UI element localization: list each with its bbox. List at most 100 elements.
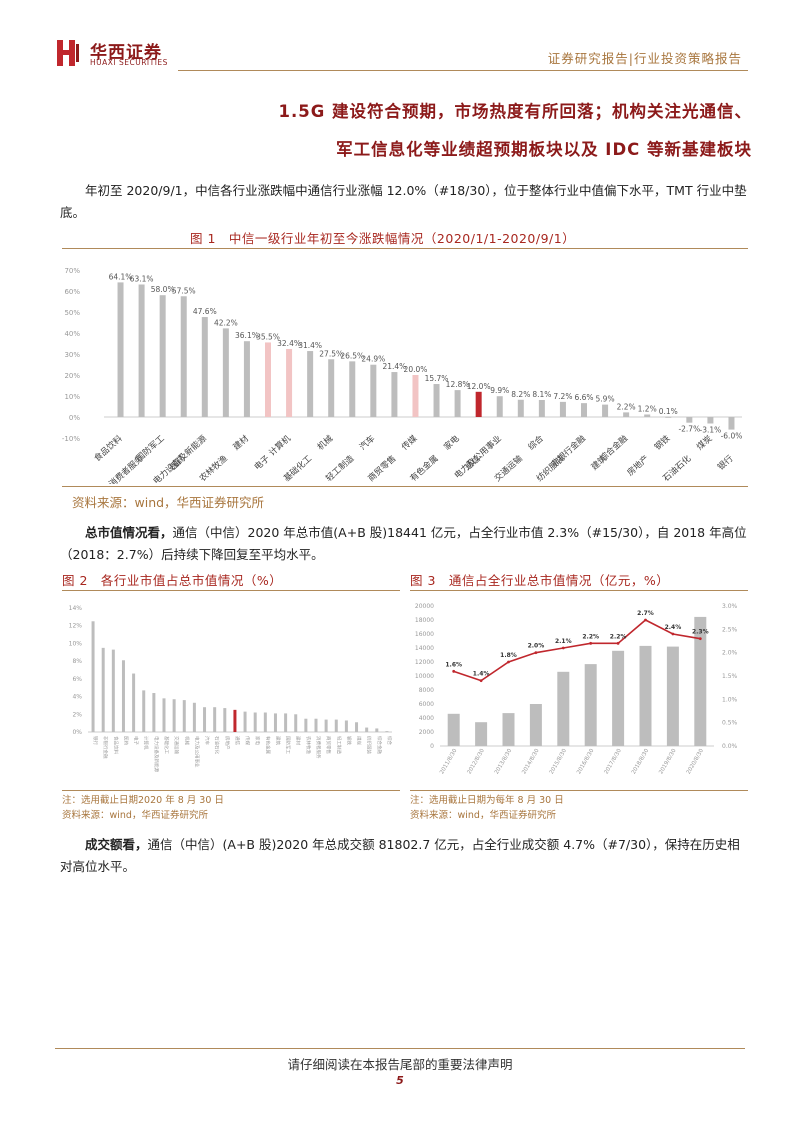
paragraph-lead: 成交额看， [85, 837, 148, 852]
category-label: 国防军工 [134, 433, 167, 464]
category-label: 电子 [252, 453, 272, 473]
y-tick-label: 10% [64, 393, 80, 401]
left-y-tick-label: 14000 [415, 645, 434, 652]
bar [581, 403, 587, 417]
y-tick-label: 12% [69, 623, 83, 630]
y-tick-label: 10% [69, 640, 83, 647]
right-y-tick-label: 1.0% [722, 696, 738, 703]
category-label: 2015/8/30 [549, 748, 569, 776]
bar-value-label: 1.2% [638, 404, 657, 413]
bar [203, 707, 207, 732]
line-value-label: 2.3% [692, 629, 709, 636]
line-value-label: 2.4% [665, 624, 682, 631]
bar [355, 722, 359, 732]
category-label: 食品饮料 [92, 433, 125, 464]
y-tick-label: 40% [64, 330, 80, 338]
bar-value-label: 21.4% [382, 362, 406, 371]
bar-value-label: 12.0% [467, 382, 491, 391]
bar [365, 727, 369, 732]
bar [334, 719, 338, 732]
bar [391, 372, 398, 417]
category-label: 综合 [526, 433, 546, 453]
bar [623, 412, 630, 417]
line-value-label: 2.2% [610, 633, 627, 640]
section-title-line1: 1.5G 建设符合预期，市场热度有所回落；机构关注光通信、 [278, 102, 752, 121]
category-label: 钢铁 [345, 736, 352, 745]
bar [666, 646, 679, 746]
bar-value-label: 8.1% [532, 390, 551, 399]
category-label: 传媒 [399, 433, 419, 453]
bar [475, 722, 488, 746]
figure1-caption: 图 1 中信一级行业年初至今涨跌幅情况（2020/1/1-2020/9/1） [190, 231, 576, 246]
right-y-tick-label: 0.5% [722, 720, 738, 727]
line-value-label: 1.8% [500, 652, 517, 659]
bar [665, 416, 672, 418]
bar [192, 702, 196, 732]
bar-value-label: 26.5% [340, 351, 364, 360]
market-cap-share-chart: 14% 12% 10% 8% 6% 4% 2% 0% 银行 非银行金融 食品饮料 医药 电子 计算机 电力设… [69, 605, 393, 772]
line-value-label: 2.7% [637, 610, 654, 617]
bar [370, 364, 377, 417]
bar [233, 709, 237, 732]
bar-value-label: 58.0% [151, 285, 175, 294]
logo-text-cn: 华西证券 [90, 43, 162, 63]
bar [496, 396, 503, 417]
category-label: 2016/8/30 [576, 748, 596, 776]
bar-value-label: 47.6% [193, 307, 217, 316]
left-y-tick-label: 16000 [415, 631, 434, 638]
bar [412, 375, 419, 417]
category-label: 房地产 [625, 453, 651, 478]
bar-value-label: 27.5% [319, 349, 343, 358]
bar [138, 284, 145, 417]
figure2-bottom-rule [62, 790, 400, 791]
bar [213, 707, 217, 732]
bar [132, 673, 136, 732]
bar [117, 282, 124, 417]
category-label: 银行 [715, 453, 735, 473]
left-y-tick-label: 2000 [419, 729, 434, 736]
report-type: 证券研究报告|行业投资策略报告 [547, 51, 742, 66]
bar [433, 384, 440, 417]
category-label: 计算机 [143, 736, 150, 750]
bar [557, 671, 570, 746]
section-title-line2: 军工信息化等业绩超预期板块以及 IDC 等新基建板块 [336, 140, 752, 159]
bar [142, 690, 146, 732]
bar [304, 718, 308, 732]
category-label: 钢铁 [652, 433, 672, 453]
category-label: 2014/8/30 [521, 748, 541, 776]
bar [243, 711, 247, 732]
line-point [671, 632, 675, 636]
category-label: 汽车 [357, 433, 377, 453]
bar [286, 348, 293, 417]
figure1-top-rule [62, 248, 748, 249]
bar [111, 649, 115, 732]
line-value-label: 2.2% [582, 633, 599, 640]
bar [159, 295, 166, 417]
category-label: 通信 [234, 736, 241, 745]
bar [172, 699, 176, 732]
huaxi-logo-mark-icon [57, 40, 79, 66]
left-y-tick-label: 10000 [415, 673, 434, 680]
category-label: 消费者服务 [315, 736, 322, 759]
figure2-source: 资料来源：wind，华西证券研究所 [62, 810, 208, 821]
bar [182, 700, 186, 732]
bar-value-label: 0.1% [659, 407, 678, 416]
category-label: 机械 [183, 736, 190, 745]
line-point [507, 660, 510, 664]
industry-return-chart: 70% 60% 50% 40% 30% 20% 10% 0% -10% 64.1% 食品饮料 63.1… [62, 267, 742, 484]
paragraph-market-cap: 总市值情况看，通信（中信）2020 年总市值(A+B 股)18441 亿元，占全… [60, 522, 750, 566]
footer-divider [55, 1048, 745, 1049]
category-label: 基础化工 [282, 453, 315, 484]
telecom-market-cap-chart: 2000018000160001400012000100008000600040… [415, 603, 738, 776]
bar [265, 342, 271, 417]
bar-value-label: 8.2% [511, 390, 530, 399]
left-y-tick-label: 4000 [419, 715, 434, 722]
category-label: 农林牧渔 [305, 736, 312, 754]
category-label: 交通运输 [492, 453, 525, 484]
category-label: 煤炭 [694, 433, 714, 453]
category-label: 综合 [386, 736, 393, 745]
bar-value-label: 6.6% [574, 393, 593, 402]
bar [152, 693, 156, 732]
category-label: 2019/8/30 [658, 748, 678, 776]
line-point [698, 637, 702, 641]
